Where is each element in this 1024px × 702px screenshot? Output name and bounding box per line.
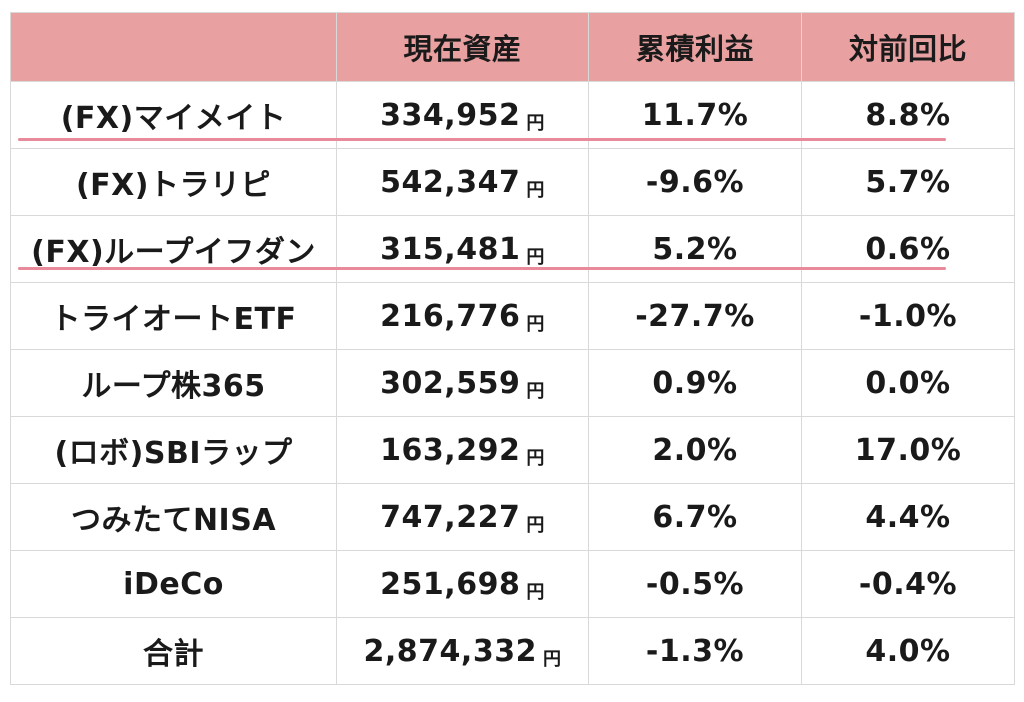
row-profit: -27.7% [588,282,802,350]
yen-unit: 円 [526,581,545,603]
header-name [10,12,337,82]
row-ratio: 0.6% [801,215,1015,283]
row-ratio: -0.4% [801,550,1015,618]
asset-table: 現在資産 累積利益 対前回比 (FX)マイメイト 334,952 円 11.7% … [10,12,1015,685]
table-row: つみたてNISA 747,227 円 6.7% 4.4% [10,483,1015,551]
value-amount: 542,347 [380,164,521,200]
total-label: 合計 [10,617,337,685]
value-amount: 251,698 [380,566,521,602]
row-ratio: 5.7% [801,148,1015,216]
row-profit: 6.7% [588,483,802,551]
total-value: 2,874,332 円 [336,617,589,685]
value-amount: 163,292 [380,432,521,468]
row-profit: -9.6% [588,148,802,216]
row-profit: 5.2% [588,215,802,283]
row-name: iDeCo [10,550,337,618]
yen-unit: 円 [526,112,545,134]
row-value: 542,347 円 [336,148,589,216]
yen-unit: 円 [542,648,562,670]
yen-unit: 円 [526,246,545,268]
value-amount: 747,227 [380,499,521,535]
row-name: (FX)マイメイト [10,81,337,149]
table-row: (FX)トラリピ 542,347 円 -9.6% 5.7% [10,148,1015,216]
table-row: ループ株365 302,559 円 0.9% 0.0% [10,349,1015,417]
yen-unit: 円 [526,514,545,536]
value-amount: 2,874,332 [363,633,537,669]
header-vs-previous: 対前回比 [801,12,1015,82]
row-value: 251,698 円 [336,550,589,618]
yen-unit: 円 [526,447,545,469]
total-row: 合計 2,874,332 円 -1.3% 4.0% [10,617,1015,685]
yen-unit: 円 [526,380,545,402]
header-row: 現在資産 累積利益 対前回比 [10,12,1015,82]
yen-unit: 円 [526,179,545,201]
row-name: ループ株365 [10,349,337,417]
row-profit: -0.5% [588,550,802,618]
table-row: (FX)ループイフダン 315,481 円 5.2% 0.6% [10,215,1015,283]
row-ratio: -1.0% [801,282,1015,350]
row-name: (ロボ)SBIラップ [10,416,337,484]
row-name: つみたてNISA [10,483,337,551]
header-current-assets: 現在資産 [336,12,589,82]
table-row: iDeCo 251,698 円 -0.5% -0.4% [10,550,1015,618]
row-profit: 0.9% [588,349,802,417]
table-row: (FX)マイメイト 334,952 円 11.7% 8.8% [10,81,1015,149]
row-value: 747,227 円 [336,483,589,551]
row-value: 334,952 円 [336,81,589,149]
value-amount: 302,559 [380,365,521,401]
row-value: 163,292 円 [336,416,589,484]
row-value: 302,559 円 [336,349,589,417]
table-row: トライオートETF 216,776 円 -27.7% -1.0% [10,282,1015,350]
row-profit: 11.7% [588,81,802,149]
row-ratio: 0.0% [801,349,1015,417]
header-cumulative-profit: 累積利益 [588,12,802,82]
row-ratio: 4.4% [801,483,1015,551]
row-name: (FX)トラリピ [10,148,337,216]
row-profit: 2.0% [588,416,802,484]
row-value: 315,481 円 [336,215,589,283]
row-name: (FX)ループイフダン [10,215,337,283]
total-ratio: 4.0% [801,617,1015,685]
highlight-underline-mymate [18,138,946,141]
total-profit: -1.3% [588,617,802,685]
value-amount: 216,776 [380,298,521,334]
table-row: (ロボ)SBIラップ 163,292 円 2.0% 17.0% [10,416,1015,484]
row-name: トライオートETF [10,282,337,350]
value-amount: 334,952 [380,97,521,133]
row-value: 216,776 円 [336,282,589,350]
yen-unit: 円 [526,313,545,335]
value-amount: 315,481 [380,231,521,267]
row-ratio: 17.0% [801,416,1015,484]
highlight-underline-loopifdone [18,267,946,270]
